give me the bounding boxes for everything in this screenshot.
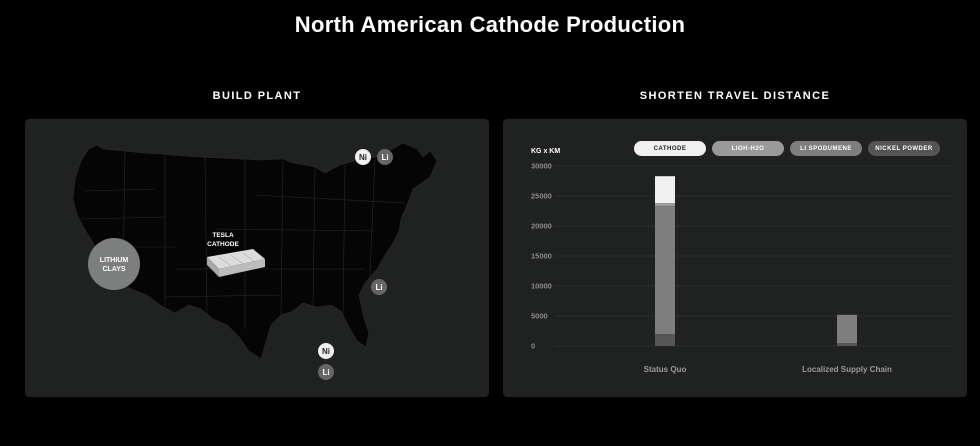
- y-tick-label: 5000: [531, 312, 548, 321]
- nickel-badge-canada: Ni: [359, 153, 367, 162]
- bar-segment-nickel-powder: [655, 334, 675, 346]
- lithium-clays-label-line1: LITHIUM: [100, 257, 129, 264]
- y-tick-label: 0: [531, 342, 535, 351]
- y-tick-label: 20000: [531, 222, 552, 231]
- y-axis-label: KG x KM: [531, 148, 560, 155]
- lithium-badge-south: Li: [322, 368, 329, 377]
- legend-lioh-h2o: LIOH-H2O: [712, 141, 784, 156]
- lithium-clays-marker: LITHIUM CLAYS: [88, 238, 140, 290]
- legend-cathode: CATHODE: [634, 141, 706, 156]
- legend-nickel-powder: NICKEL POWDER: [868, 141, 940, 156]
- east-badge: Li: [371, 279, 387, 295]
- bar-segment-cathode: [655, 176, 675, 204]
- bar-segment-li-spodumene: [837, 314, 857, 343]
- lithium-clays-label-line2: CLAYS: [102, 266, 125, 273]
- south-badges: Ni Li: [318, 343, 334, 380]
- canada-badges: Ni Li: [355, 149, 393, 165]
- tesla-label-line1: TESLA: [212, 232, 234, 239]
- category-label: Localized Supply Chain: [802, 365, 892, 374]
- chart-panel: KG x KM 30000 25000 20000 15000 10000 5000 0 S…: [503, 119, 967, 397]
- legend-li-spodumene: LI SPODUMENE: [790, 141, 862, 156]
- y-tick-label: 10000: [531, 282, 552, 291]
- page-title: North American Cathode Production: [294, 12, 686, 37]
- lithium-badge-canada: Li: [381, 153, 388, 162]
- shorten-travel-heading: SHORTEN TRAVEL DISTANCE: [639, 90, 831, 102]
- category-label: Status Quo: [644, 365, 687, 374]
- travel-distance-chart: KG x KM 30000 25000 20000 15000 10000 5000 0 S…: [531, 148, 953, 374]
- build-plant-heading: BUILD PLANT: [212, 90, 302, 102]
- lithium-badge-east: Li: [375, 283, 382, 292]
- y-tick-label: 15000: [531, 252, 552, 261]
- tesla-cathode-marker: TESLA CATHODE: [207, 232, 265, 277]
- us-map: LITHIUM CLAYS TESLA CATHODE Ni Li Li Ni: [72, 142, 438, 380]
- state-lines: [79, 148, 406, 329]
- bar-segment-lioh-h2o: [655, 203, 675, 207]
- y-tick-label: 30000: [531, 162, 552, 171]
- bar-segment-li-spodumene: [655, 206, 675, 334]
- map-panel: LITHIUM CLAYS TESLA CATHODE Ni Li Li Ni: [25, 119, 489, 397]
- bar-segment-nickel-powder: [837, 343, 857, 346]
- tesla-label-line2: CATHODE: [207, 241, 239, 248]
- y-tick-label: 25000: [531, 192, 552, 201]
- nickel-badge-south: Ni: [322, 347, 330, 356]
